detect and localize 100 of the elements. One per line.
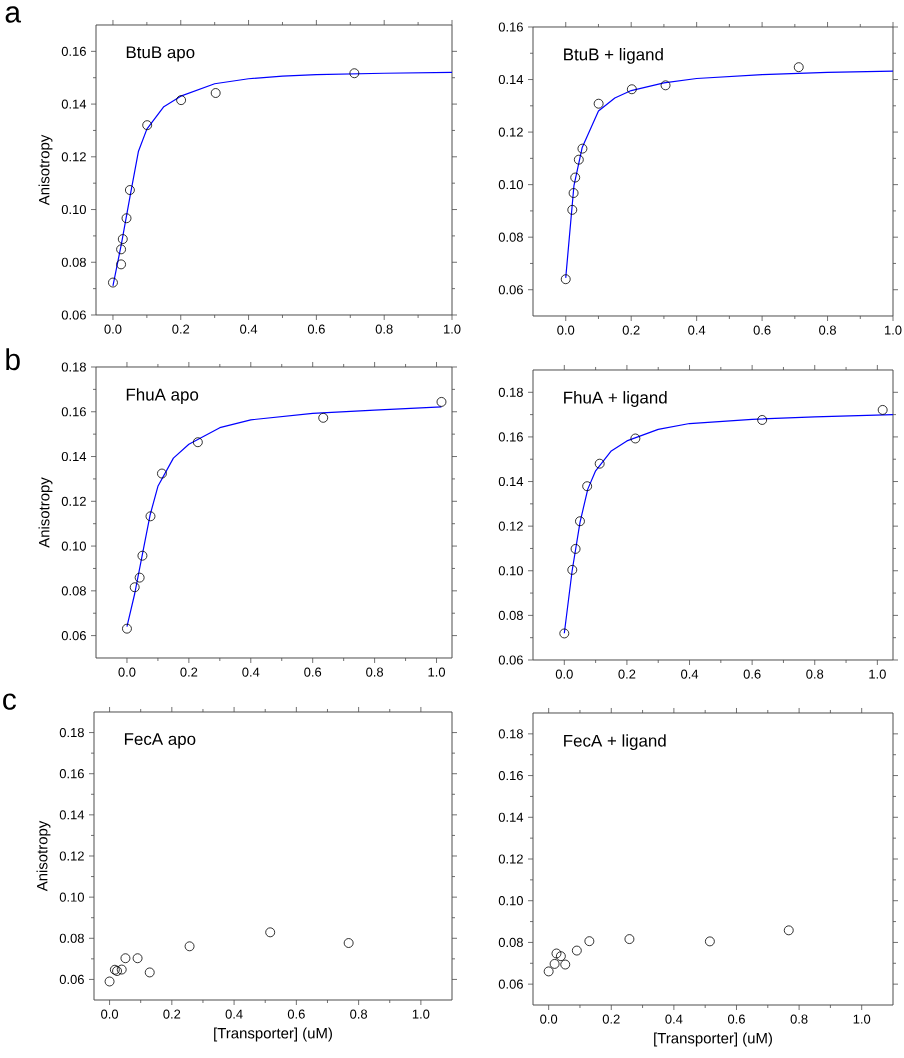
y-tick-label: 0.10 (59, 892, 84, 902)
x-tick-label: 0.2 (163, 1009, 181, 1019)
x-tick-label: 0.4 (225, 1009, 243, 1019)
y-tick-label: 0.08 (498, 937, 523, 948)
x-tick-label: 1.0 (853, 1014, 871, 1024)
line-series (112, 71, 453, 287)
y-tick-label: 0.12 (61, 496, 86, 506)
y-tick-label: 0.18 (498, 387, 523, 397)
y-tick-label: 0.16 (498, 432, 523, 442)
x-tick-label: 0.0 (104, 324, 122, 334)
point (104, 976, 115, 987)
text: BtuB apo (126, 46, 195, 62)
point (568, 188, 579, 198)
text: FhuA + ligand (564, 391, 667, 407)
point (122, 623, 132, 634)
x-tick-label: 0.6 (743, 669, 761, 679)
point (584, 936, 595, 947)
y-tick-label: 0.12 (59, 851, 84, 861)
point (560, 959, 571, 970)
point (184, 941, 195, 952)
y-tick-label: 0.18 (498, 729, 523, 739)
x-tick-label: 0.6 (727, 1014, 745, 1024)
point (575, 516, 585, 527)
x-tick-label: 0.6 (753, 325, 771, 335)
x-tick-label: 0.4 (242, 667, 260, 677)
text: FhuA apo (126, 388, 199, 404)
y-tick-label: 0.06 (61, 631, 86, 641)
point (265, 927, 276, 938)
y-tick-label: 0.14 (61, 451, 87, 462)
y-tick-label: 0.16 (61, 46, 86, 56)
point (145, 511, 156, 522)
point (660, 80, 671, 91)
x-tick-label: 0.2 (602, 1014, 620, 1024)
x-tick-label: 0.4 (665, 1014, 683, 1024)
x-axis-title: [Transporter] (uM) (214, 1027, 332, 1042)
x-tick-label: 0.0 (555, 669, 573, 679)
x-tick-label: 1.0 (443, 324, 461, 334)
x-tick-label: 0.6 (307, 324, 325, 334)
x-tick-label: 0.6 (287, 1009, 305, 1019)
point (137, 550, 148, 561)
x-tick-label: 0.8 (350, 1009, 368, 1019)
y-tick-label: 0.14 (59, 810, 85, 820)
point (157, 468, 167, 479)
point (560, 274, 571, 285)
y-tick-label: 0.06 (59, 974, 84, 985)
y-tick-label: 0.06 (498, 655, 523, 665)
y-axis-title: Anisotropy (36, 820, 51, 892)
point (783, 925, 794, 936)
point (704, 936, 715, 947)
point (176, 95, 186, 106)
point (117, 234, 128, 244)
point (132, 953, 143, 964)
point (125, 185, 135, 195)
y-tick-label: 0.12 (498, 127, 523, 137)
x-tick-label: 0.4 (681, 669, 699, 679)
y-tick-label: 0.10 (61, 204, 86, 215)
y-tick-label: 0.06 (61, 310, 86, 320)
y-tick-label: 0.12 (498, 854, 523, 864)
point (630, 433, 641, 444)
point (555, 951, 566, 962)
point (570, 544, 581, 554)
point (120, 953, 131, 964)
x-tick-label: 0.2 (618, 669, 636, 679)
y-tick-label: 0.08 (61, 257, 86, 267)
point (559, 628, 570, 639)
x-tick-label: 0.6 (304, 667, 322, 677)
point (134, 572, 145, 583)
y-tick-label: 0.10 (61, 541, 86, 551)
point (116, 964, 127, 975)
x-tick-label: 0.2 (622, 325, 640, 335)
point (142, 120, 153, 131)
y-tick-label: 0.06 (498, 979, 523, 989)
line-series (563, 414, 894, 634)
point (129, 582, 140, 593)
point (577, 143, 588, 154)
point (543, 966, 554, 977)
x-tick-label: 0.8 (819, 325, 836, 335)
x-tick-label: 0.8 (806, 669, 824, 679)
point (626, 84, 637, 95)
x-tick-label: 0.4 (240, 324, 258, 334)
x-tick-label: 1.0 (428, 667, 446, 677)
text: BtuB + ligand (564, 48, 663, 64)
x-tick-label: 0.2 (180, 667, 198, 677)
x-tick-label: 0.4 (688, 325, 706, 335)
x-axis-title: [Transporter] (uM) (654, 1032, 772, 1047)
point (877, 405, 888, 415)
point (436, 397, 447, 407)
point (793, 62, 804, 73)
point (121, 213, 132, 224)
text: a (5, 6, 22, 23)
y-tick-label: 0.08 (498, 610, 523, 620)
x-tick-label: 1.0 (412, 1009, 430, 1019)
y-tick-label: 0.14 (498, 74, 524, 85)
y-tick-label: 0.08 (59, 933, 84, 943)
point (551, 948, 562, 959)
x-tick-label: 0.8 (790, 1014, 808, 1024)
x-tick-label: 0.0 (540, 1014, 558, 1024)
point (570, 172, 581, 183)
y-tick-label: 0.16 (61, 407, 86, 417)
point (144, 967, 155, 978)
